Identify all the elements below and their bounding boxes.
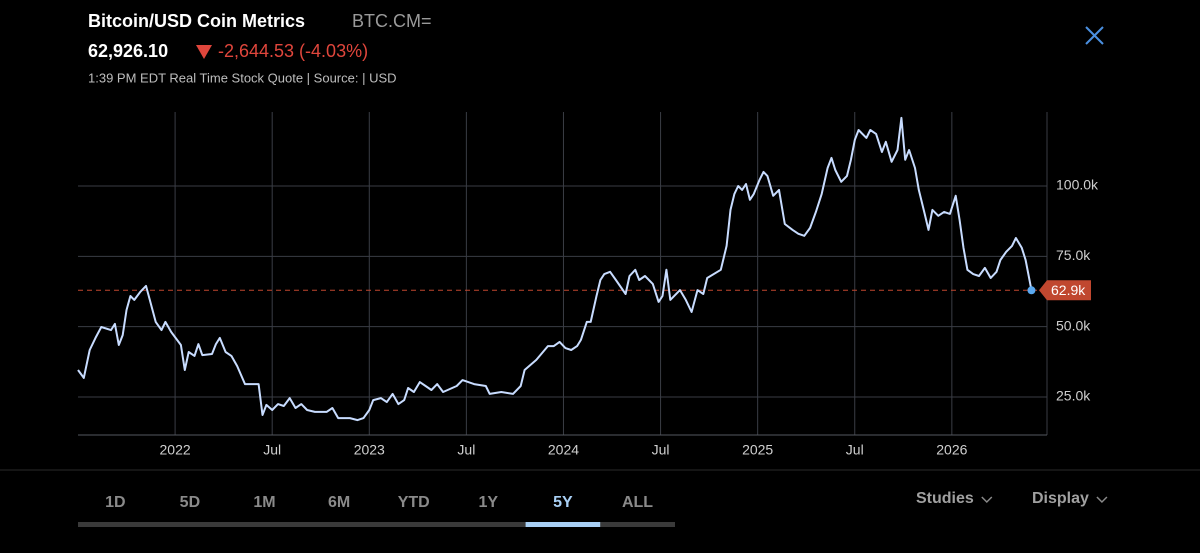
range-tab[interactable]: 1M: [253, 494, 275, 511]
range-tab[interactable]: 6M: [328, 494, 350, 511]
price-tag-label: 62.9k: [1051, 282, 1086, 298]
controls: 1D 5D 1M 6M YTD 1Y 5Y ALL Studies Display: [105, 490, 1108, 527]
close-button[interactable]: [1085, 26, 1104, 45]
title: Bitcoin/USD Coin Metrics: [88, 11, 305, 31]
chevron: [1096, 496, 1108, 504]
x-tick-label: 2023: [354, 442, 385, 458]
price: 62,926.10: [88, 41, 168, 61]
x-tick-label: 2026: [936, 442, 967, 458]
range-tab[interactable]: 1Y: [479, 494, 499, 511]
range-tab[interactable]: 5D: [180, 494, 200, 511]
price-line: [77, 116, 1033, 422]
range-tab[interactable]: ALL: [622, 494, 653, 511]
x-tick-label: Jul: [457, 442, 475, 458]
range-tab[interactable]: 5Y: [553, 494, 573, 511]
active-tab-indicator: [525, 522, 601, 527]
x-tick-label: Jul: [846, 442, 864, 458]
menu-button[interactable]: Studies: [916, 490, 974, 507]
x-tick-label: Jul: [652, 442, 670, 458]
y-tick-label: 25.0k: [1056, 388, 1091, 404]
x-tick-label: 2022: [160, 442, 191, 458]
change: -2,644.53 (-4.03%): [218, 41, 368, 61]
y-tick-label: 100.0k: [1056, 177, 1099, 193]
symbol: BTC.CM=: [352, 11, 432, 31]
chevron: [981, 496, 993, 504]
x-tick-label: 2025: [742, 442, 773, 458]
plot: 25.0k 50.0k 75.0k 100.0k 2022 Jul 2023 Jul 2024 J…: [77, 112, 1099, 458]
quote-info: 1:39 PM EDT Real Time Stock Quote | Sour…: [88, 70, 397, 85]
y-tick-label: 50.0k: [1056, 317, 1091, 333]
x-tick-label: 2024: [548, 442, 579, 458]
tab-track: [78, 522, 675, 527]
menu-button[interactable]: Display: [1032, 490, 1089, 507]
price-tag: [1039, 280, 1091, 301]
range-tab[interactable]: 1D: [105, 494, 125, 511]
range-tab[interactable]: YTD: [398, 494, 430, 511]
down-arrow: [196, 45, 212, 59]
last-point: [1027, 286, 1036, 295]
x-tick-label: Jul: [263, 442, 281, 458]
y-tick-label: 75.0k: [1056, 247, 1091, 263]
